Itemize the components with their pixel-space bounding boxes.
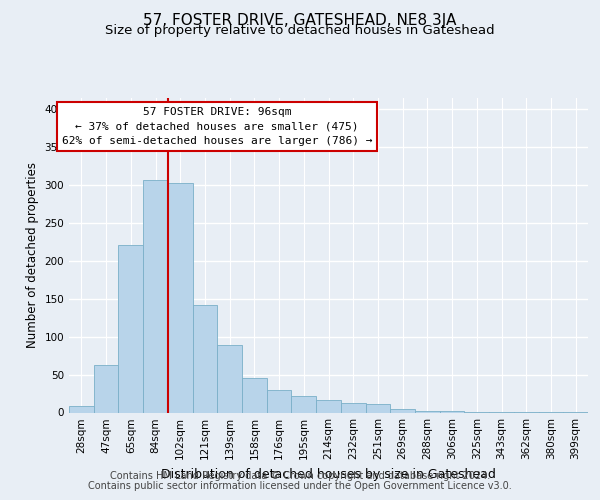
Bar: [267, 390, 292, 412]
Bar: [168, 182, 193, 412]
Bar: [440, 411, 464, 412]
Bar: [242, 378, 267, 412]
X-axis label: Distribution of detached houses by size in Gateshead: Distribution of detached houses by size …: [161, 468, 496, 481]
Bar: [415, 411, 440, 412]
Text: Size of property relative to detached houses in Gateshead: Size of property relative to detached ho…: [105, 24, 495, 37]
Bar: [143, 180, 168, 412]
Text: 57 FOSTER DRIVE: 96sqm
← 37% of detached houses are smaller (475)
62% of semi-de: 57 FOSTER DRIVE: 96sqm ← 37% of detached…: [62, 107, 372, 146]
Bar: [292, 396, 316, 412]
Bar: [390, 410, 415, 412]
Text: 57, FOSTER DRIVE, GATESHEAD, NE8 3JA: 57, FOSTER DRIVE, GATESHEAD, NE8 3JA: [143, 12, 457, 28]
Bar: [365, 404, 390, 412]
Bar: [217, 345, 242, 412]
Text: Contains public sector information licensed under the Open Government Licence v3: Contains public sector information licen…: [88, 481, 512, 491]
Text: Contains HM Land Registry data © Crown copyright and database right 2024.: Contains HM Land Registry data © Crown c…: [110, 471, 490, 481]
Bar: [193, 306, 217, 412]
Bar: [94, 364, 118, 412]
Bar: [69, 406, 94, 412]
Bar: [341, 402, 365, 412]
Bar: [118, 245, 143, 412]
Bar: [316, 400, 341, 412]
Y-axis label: Number of detached properties: Number of detached properties: [26, 162, 39, 348]
